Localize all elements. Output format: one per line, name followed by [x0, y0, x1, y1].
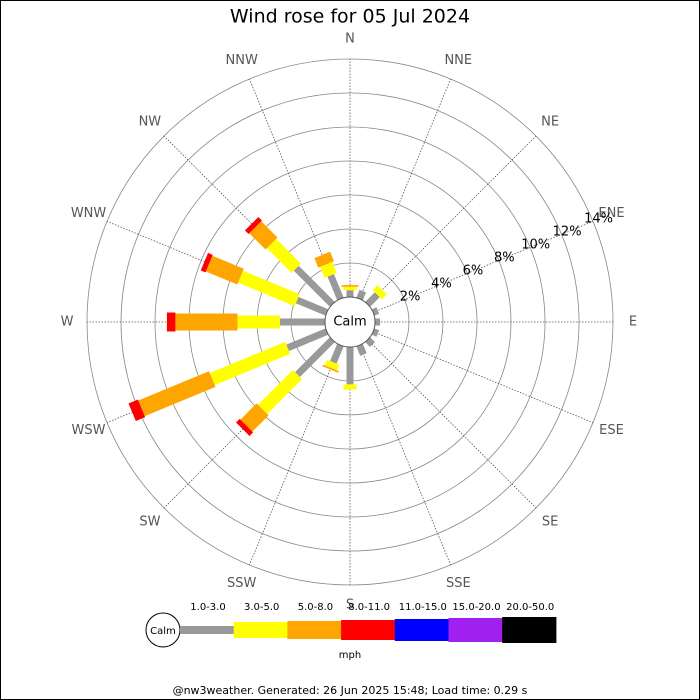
legend-label: 3.0-5.0: [244, 602, 279, 613]
legend-swatch: [502, 617, 557, 643]
bar-segment: [294, 337, 335, 378]
direction-label: WNW: [71, 206, 107, 221]
direction-label: NW: [139, 114, 162, 129]
legend-calm-label: Calm: [150, 626, 176, 637]
spoke: [359, 78, 452, 300]
grid-ring: [154, 126, 546, 518]
bar-segment: [327, 274, 344, 301]
bar-segment: [138, 371, 216, 417]
tick-label: 12%: [553, 225, 582, 240]
bar-segment: [356, 289, 367, 301]
tick-label: 8%: [494, 251, 515, 266]
direction-label: N: [345, 32, 355, 47]
bar-segment: [330, 343, 344, 364]
direction-label: SW: [139, 515, 160, 530]
legend-label: 5.0-8.0: [298, 602, 333, 613]
bar-segment: [365, 292, 380, 307]
bar-segment: [266, 238, 301, 273]
legend-label: 20.0-50.0: [506, 602, 554, 613]
tick-label: 10%: [521, 238, 550, 253]
spoke: [367, 339, 537, 509]
direction-label: W: [61, 315, 74, 330]
direction-label: E: [629, 315, 637, 330]
calm-label: Calm: [333, 315, 366, 330]
bar-segment: [324, 359, 340, 371]
spoke: [248, 344, 341, 566]
legend-label: 11.0-15.0: [399, 602, 447, 613]
bar-segment: [371, 307, 380, 316]
legend-swatch: [448, 618, 503, 642]
bar-segment: [356, 343, 367, 356]
spoke: [372, 331, 594, 424]
tick-label: 6%: [463, 264, 484, 279]
spoke: [359, 344, 452, 566]
spoke: [372, 220, 594, 313]
legend-swatch: [341, 620, 396, 640]
bar-segment: [371, 328, 380, 337]
bar-segment: [205, 255, 244, 285]
footer: @nw3weather. Generated: 26 Jun 2025 15:4…: [173, 684, 528, 697]
legend-swatch: [394, 619, 449, 641]
legend-swatch: [180, 626, 235, 634]
bar-segment: [320, 261, 337, 278]
bar-segment: [249, 221, 278, 250]
legend-swatch: [287, 621, 342, 639]
bar-segment: [240, 403, 269, 432]
direction-label: NE: [541, 114, 559, 129]
spoke: [367, 135, 537, 305]
legend-label: 15.0-20.0: [452, 602, 500, 613]
bar-segment: [322, 364, 339, 373]
bar-segment: [372, 285, 387, 300]
direction-label: SE: [542, 515, 558, 530]
bar-segment: [209, 341, 291, 386]
direction-label: NNE: [444, 53, 472, 68]
unit-label: mph: [339, 650, 361, 661]
direction-label: ENE: [598, 206, 624, 221]
bar-segment: [200, 252, 213, 273]
direction-label: SSE: [446, 576, 471, 591]
bar-segment: [286, 328, 329, 352]
direction-label: ESE: [599, 423, 624, 438]
direction-label: S: [346, 598, 354, 613]
bar-segment: [236, 418, 254, 436]
legend-label: 1.0-3.0: [190, 602, 225, 613]
tick-label: 14%: [584, 212, 613, 227]
tick-label: 4%: [431, 277, 452, 292]
bar-segment: [293, 265, 335, 307]
direction-label: NNW: [226, 53, 258, 68]
calm-circle: [324, 296, 376, 348]
bar-segment: [238, 270, 300, 307]
chart-title: Wind rose for 05 Jul 2024: [230, 6, 470, 28]
legend-label: 8.0-11.0: [348, 602, 390, 613]
bar-segment: [314, 251, 334, 268]
bar-segment: [295, 296, 329, 316]
bar-segment: [244, 216, 262, 234]
bar-segment: [128, 399, 146, 422]
direction-label: WSW: [72, 423, 106, 438]
legend-swatch: [233, 622, 288, 638]
bar-segment: [258, 369, 303, 414]
direction-label: SSW: [227, 576, 257, 591]
tick-label: 2%: [400, 290, 421, 305]
bar-segment: [365, 337, 375, 347]
